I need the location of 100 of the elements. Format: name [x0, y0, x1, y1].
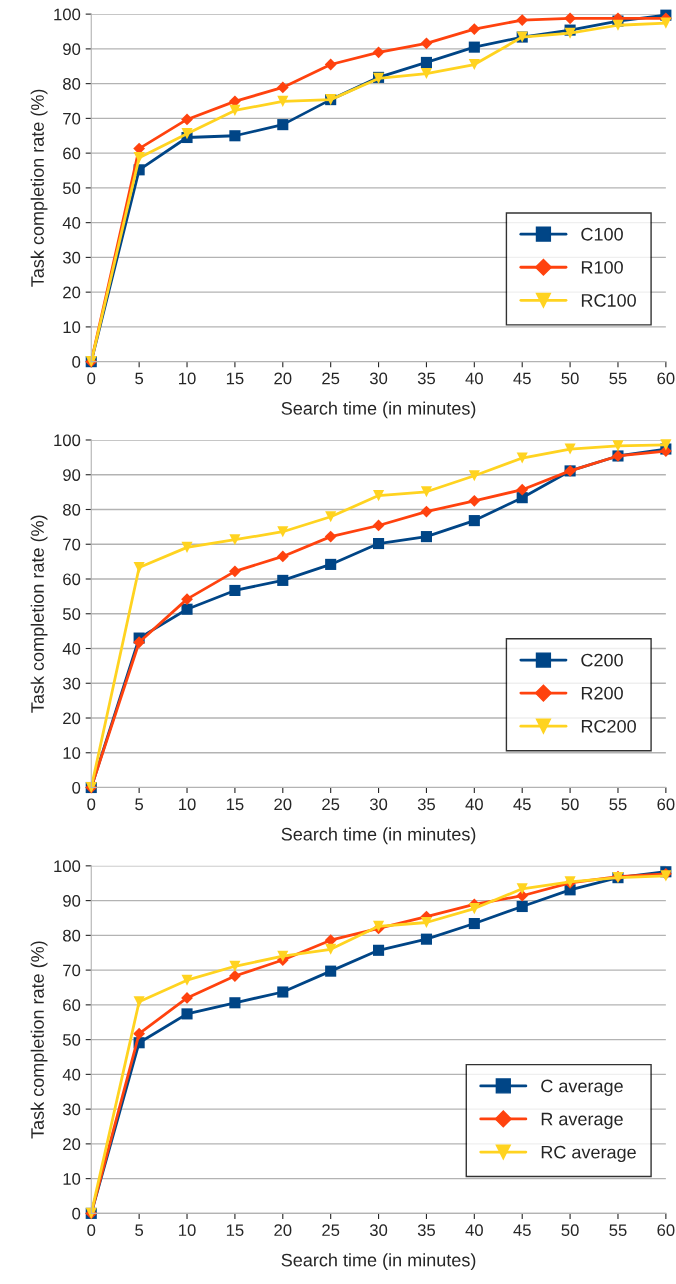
point: [277, 119, 289, 131]
point: [468, 23, 481, 35]
point: [612, 440, 624, 452]
point: [181, 113, 193, 126]
x-tick-label: 10: [179, 372, 196, 385]
x-tick-label: 15: [226, 1224, 244, 1237]
point: [468, 470, 480, 482]
x-tick-label: 20: [274, 1224, 292, 1237]
x-tick-label: 0: [87, 372, 96, 385]
x-tick-label: 25: [322, 798, 340, 811]
legend-label: RC average: [541, 1145, 636, 1163]
y-tick-label: 20: [63, 712, 81, 725]
point: [181, 603, 193, 615]
y-tick-label: 100: [54, 860, 81, 873]
x-tick-label: 50: [561, 372, 579, 385]
y-tick-label: 40: [62, 217, 81, 229]
point: [181, 593, 193, 606]
point: [277, 574, 289, 586]
y-tick-label: 100: [54, 434, 81, 447]
x-tick-label: 10: [179, 798, 196, 811]
point: [420, 531, 432, 543]
point: [420, 505, 433, 518]
point: [420, 68, 432, 80]
point: [468, 58, 480, 71]
x-tick-label: 35: [417, 372, 436, 385]
x-tick-label: 15: [226, 372, 244, 385]
x-tick-label: 40: [465, 798, 483, 811]
y-tick-label: 0: [72, 1207, 81, 1220]
y-tick-label: 20: [63, 1138, 81, 1151]
x-tick-label: 30: [369, 372, 388, 385]
legend-label: R100: [581, 260, 623, 274]
point: [133, 152, 145, 164]
y-tick-label: 70: [63, 538, 81, 551]
point: [229, 565, 241, 578]
point: [373, 490, 385, 502]
point: [468, 917, 480, 930]
point: [564, 12, 576, 25]
point: [420, 56, 432, 68]
point: [660, 439, 672, 451]
y-tick-label: 60: [63, 573, 81, 586]
x-tick-label: 45: [513, 798, 531, 811]
legend-label: C average: [541, 1079, 623, 1096]
point: [468, 515, 480, 527]
y-axis-title: Task completion rate (%): [30, 941, 48, 1139]
x-tick-label: 60: [657, 372, 675, 385]
point: [325, 558, 337, 570]
x-axis-title: Search time (in minutes): [281, 1253, 476, 1271]
point: [133, 996, 145, 1008]
point: [181, 974, 193, 986]
point: [468, 41, 480, 53]
y-tick-label: 60: [63, 147, 81, 160]
x-tick-label: 55: [609, 1224, 627, 1237]
y-tick-label: 30: [62, 251, 81, 264]
x-tick-label: 0: [87, 798, 96, 811]
y-tick-label: 10: [63, 747, 81, 759]
y-tick-label: 100: [54, 8, 81, 21]
x-tick-label: 20: [274, 372, 292, 385]
point: [181, 1008, 193, 1020]
y-tick-label: 50: [62, 182, 81, 195]
point: [229, 960, 241, 972]
x-axis-title: Search time (in minutes): [281, 401, 476, 419]
point: [516, 483, 529, 496]
y-tick-label: 50: [62, 608, 81, 620]
point: [133, 561, 145, 574]
point: [181, 128, 193, 140]
x-tick-label: 10: [179, 1224, 196, 1237]
x-tick-label: 20: [274, 798, 292, 811]
legend-label: R average: [541, 1112, 623, 1130]
y-tick-label: 10: [63, 1173, 81, 1185]
point: [420, 37, 433, 50]
x-axis-title: Search time (in minutes): [281, 827, 476, 845]
legend-label: RC200: [581, 719, 636, 733]
x-tick-label: 25: [322, 1224, 340, 1237]
y-tick-label: 80: [63, 929, 81, 942]
y-axis-title: Task completion rate (%): [30, 515, 48, 713]
x-tick-label: 30: [369, 1224, 388, 1237]
legend-label: C100: [581, 227, 623, 241]
x-tick-label: 15: [226, 798, 244, 811]
x-tick-label: 25: [322, 372, 340, 385]
x-tick-label: 45: [513, 372, 531, 385]
point: [229, 534, 241, 546]
point: [324, 58, 337, 71]
x-tick-label: 60: [657, 1224, 675, 1237]
y-tick-label: 90: [63, 43, 81, 56]
point: [229, 104, 241, 116]
point: [564, 443, 576, 455]
legend-label: RC100: [581, 294, 636, 307]
y-tick-label: 70: [63, 964, 81, 977]
x-tick-label: 60: [657, 798, 675, 811]
point: [229, 130, 241, 142]
point: [325, 511, 337, 523]
x-tick-label: 5: [135, 1224, 144, 1237]
y-tick-label: 40: [62, 1068, 81, 1081]
point: [420, 916, 432, 929]
point: [420, 933, 432, 945]
point: [612, 19, 624, 31]
point: [277, 526, 289, 538]
y-tick-label: 0: [72, 356, 81, 368]
point: [181, 541, 193, 553]
y-tick-label: 30: [62, 1103, 81, 1116]
